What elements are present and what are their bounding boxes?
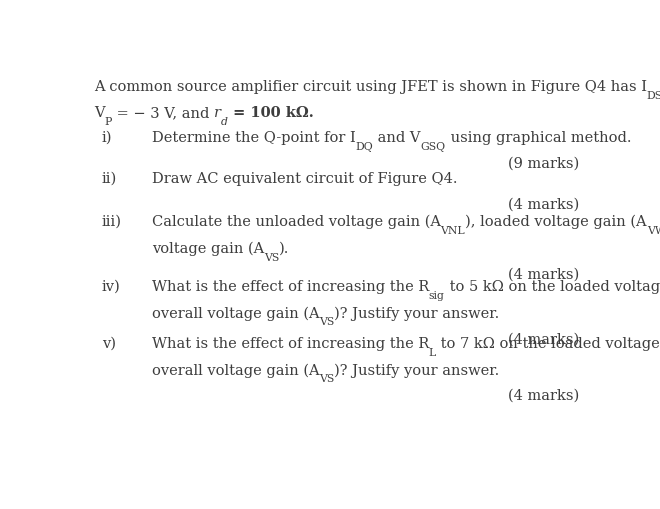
Text: voltage gain (A: voltage gain (A [152, 241, 264, 256]
Text: using graphical method.: using graphical method. [446, 130, 631, 145]
Text: (4 marks): (4 marks) [508, 388, 579, 402]
Text: r: r [214, 106, 220, 120]
Text: VS: VS [264, 252, 279, 262]
Text: Draw AC equivalent circuit of Figure Q4.: Draw AC equivalent circuit of Figure Q4. [152, 172, 457, 186]
Text: Calculate the unloaded voltage gain (A: Calculate the unloaded voltage gain (A [152, 214, 441, 229]
Text: = − 3 V, and: = − 3 V, and [112, 106, 214, 120]
Text: Determine the Q-point for I: Determine the Q-point for I [152, 130, 355, 145]
Text: VWL: VWL [647, 225, 660, 236]
Text: (9 marks): (9 marks) [508, 156, 579, 170]
Text: DSS: DSS [647, 90, 660, 100]
Text: P: P [104, 117, 112, 127]
Text: (4 marks): (4 marks) [508, 331, 579, 346]
Text: What is the effect of increasing the R: What is the effect of increasing the R [152, 279, 429, 293]
Text: to 7 kΩ on the loaded voltage gain (A: to 7 kΩ on the loaded voltage gain (A [436, 336, 660, 350]
Text: A common source amplifier circuit using JFET is shown in Figure Q4 has I: A common source amplifier circuit using … [94, 79, 647, 94]
Text: What is the effect of increasing the R: What is the effect of increasing the R [152, 336, 429, 350]
Text: overall voltage gain (A: overall voltage gain (A [152, 305, 319, 320]
Text: VS: VS [319, 374, 335, 384]
Text: d: d [220, 117, 228, 127]
Text: GSQ: GSQ [420, 142, 446, 151]
Text: and V: and V [373, 130, 420, 145]
Text: DQ: DQ [355, 142, 373, 151]
Text: (4 marks): (4 marks) [508, 267, 579, 281]
Text: = 100 kΩ.: = 100 kΩ. [228, 106, 314, 120]
Text: )? Justify your answer.: )? Justify your answer. [335, 362, 500, 377]
Text: VS: VS [319, 317, 335, 327]
Text: ii): ii) [102, 172, 117, 186]
Text: VNL: VNL [441, 225, 465, 236]
Text: to 5 kΩ on the loaded voltage gain (A: to 5 kΩ on the loaded voltage gain (A [445, 279, 660, 293]
Text: iii): iii) [102, 215, 122, 229]
Text: )? Justify your answer.: )? Justify your answer. [335, 305, 500, 320]
Text: L: L [429, 347, 436, 357]
Text: sig: sig [429, 290, 445, 300]
Text: iv): iv) [102, 279, 121, 293]
Text: i): i) [102, 130, 112, 145]
Text: overall voltage gain (A: overall voltage gain (A [152, 362, 319, 377]
Text: ), loaded voltage gain (A: ), loaded voltage gain (A [465, 214, 647, 229]
Text: ).: ). [279, 241, 290, 256]
Text: V: V [94, 106, 104, 120]
Text: (4 marks): (4 marks) [508, 197, 579, 211]
Text: v): v) [102, 336, 116, 350]
